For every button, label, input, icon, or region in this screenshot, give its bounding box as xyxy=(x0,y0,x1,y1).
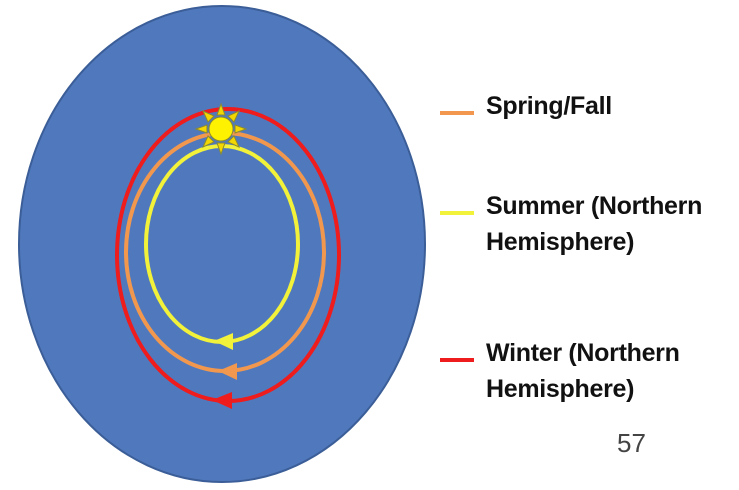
legend-label-line: Winter (Northern xyxy=(486,339,680,367)
legend-item-winter: Winter (Northern Hemisphere) xyxy=(440,335,680,407)
legend-swatch-winter xyxy=(440,358,474,362)
legend-label-winter: Winter (Northern Hemisphere) xyxy=(486,335,680,407)
winter-arrowhead-icon xyxy=(212,392,232,409)
legend-label-line: Hemisphere) xyxy=(486,228,635,256)
legend-label-line: Summer (Northern xyxy=(486,192,703,220)
sun-icon xyxy=(194,102,248,156)
legend-label-spring-fall: Spring/Fall xyxy=(486,88,612,124)
legend-swatch-summer xyxy=(440,211,474,215)
page-number: 57 xyxy=(617,428,646,458)
legend-label-summer: Summer (Northern Hemisphere) xyxy=(486,188,702,260)
legend-item-summer: Summer (Northern Hemisphere) xyxy=(440,188,702,260)
spring-fall-arrowhead-icon xyxy=(218,363,237,380)
legend-swatch-spring-fall xyxy=(440,111,474,115)
legend-label-line: Spring/Fall xyxy=(486,92,612,120)
legend-label-line: Hemisphere) xyxy=(486,375,635,403)
legend-item-spring-fall: Spring/Fall xyxy=(440,88,612,124)
sky-dome xyxy=(18,5,426,483)
summer-arrowhead-icon xyxy=(214,333,233,350)
